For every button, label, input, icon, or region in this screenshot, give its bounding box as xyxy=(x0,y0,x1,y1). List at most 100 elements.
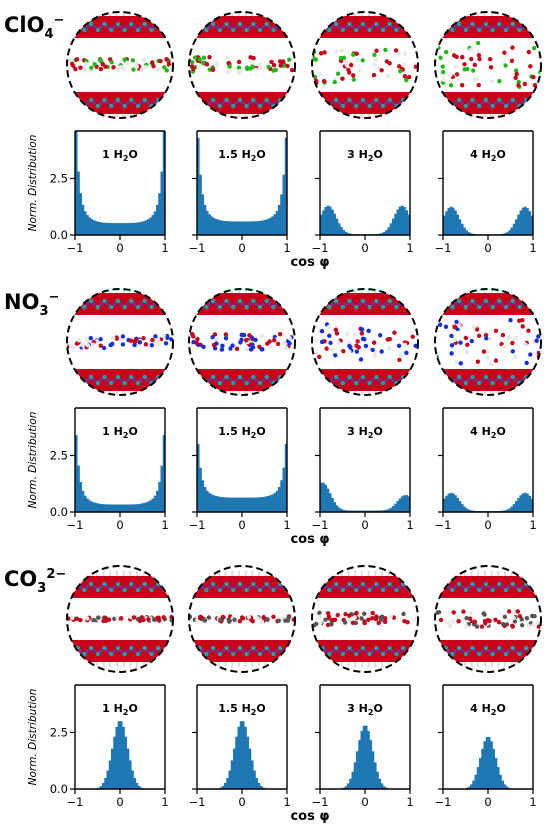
atom xyxy=(380,27,386,33)
atom xyxy=(443,97,449,103)
histogram-bar xyxy=(356,510,359,512)
atom xyxy=(207,378,212,382)
atom xyxy=(108,304,114,310)
molecule xyxy=(362,337,367,342)
atom xyxy=(320,298,326,304)
histogram-bar xyxy=(447,493,451,512)
atom xyxy=(254,585,259,589)
hydroxyl xyxy=(69,391,71,395)
atom xyxy=(210,21,216,27)
atom xyxy=(105,101,110,105)
atom xyxy=(367,27,372,33)
histogram-bar xyxy=(81,490,85,512)
histogram-bar xyxy=(135,222,139,235)
atom xyxy=(353,304,359,310)
atom xyxy=(313,103,319,109)
atom xyxy=(115,21,121,27)
histogram-bar xyxy=(244,726,247,789)
histogram-bar xyxy=(142,221,146,235)
molecule xyxy=(195,336,200,342)
hydroxyl xyxy=(537,289,540,293)
histogram-bar xyxy=(488,737,491,789)
histogram-bar xyxy=(246,736,250,789)
molecule xyxy=(472,619,478,625)
molecule xyxy=(137,618,143,624)
hydroxyl xyxy=(314,12,316,16)
atom xyxy=(224,97,229,103)
molecule xyxy=(464,624,469,629)
panel-label-main: 1 H xyxy=(102,702,123,715)
molecule xyxy=(168,65,173,70)
molecule xyxy=(238,68,243,74)
atom xyxy=(414,374,418,380)
histogram-bar xyxy=(356,751,359,789)
atom xyxy=(254,25,259,29)
atom xyxy=(210,645,216,651)
atom xyxy=(190,304,196,310)
atom xyxy=(227,25,232,29)
histogram-bar xyxy=(503,784,507,789)
atom xyxy=(291,374,295,380)
histogram-bar xyxy=(122,504,125,512)
y-axis-label: Norm. Distribution xyxy=(27,412,39,509)
hydroxyl xyxy=(162,114,165,118)
molecule xyxy=(459,82,465,88)
atom xyxy=(404,25,408,29)
hydroxyl xyxy=(264,391,267,395)
molecule xyxy=(503,63,508,68)
molecule xyxy=(162,65,167,70)
panel-label-main: 3 H xyxy=(347,148,368,161)
atom xyxy=(347,21,352,27)
histogram-bar xyxy=(212,495,216,512)
atom xyxy=(453,101,458,105)
atom xyxy=(490,103,495,109)
atom xyxy=(162,651,168,657)
molecule xyxy=(338,55,344,61)
histogram-bar xyxy=(115,726,119,789)
histogram-bar xyxy=(129,223,132,235)
histogram-bar xyxy=(215,496,218,512)
hydroxyl xyxy=(271,114,274,118)
hydroxyl xyxy=(291,391,294,395)
molecule xyxy=(402,51,408,56)
atom xyxy=(537,97,541,103)
atom xyxy=(440,25,444,29)
atom xyxy=(99,585,103,589)
atom xyxy=(374,581,379,587)
atom xyxy=(530,651,536,657)
atom xyxy=(507,378,511,382)
atom xyxy=(483,298,489,304)
atom xyxy=(500,378,505,382)
histogram-bar xyxy=(383,786,386,789)
molecule xyxy=(404,77,409,83)
histogram-bar xyxy=(322,482,325,512)
atom xyxy=(115,97,121,103)
atom xyxy=(453,649,458,653)
molecule xyxy=(450,619,455,624)
atom xyxy=(72,585,76,589)
histogram-bar xyxy=(340,227,343,235)
atom xyxy=(244,380,249,386)
molecule xyxy=(328,340,333,346)
atom xyxy=(347,581,352,587)
atom xyxy=(333,21,339,27)
histogram-bar xyxy=(111,223,114,235)
atom xyxy=(115,645,121,651)
hydroxyl xyxy=(191,571,193,576)
hydroxyl xyxy=(457,571,460,576)
atom xyxy=(257,304,263,310)
hydroxyl xyxy=(477,391,480,395)
molecule xyxy=(451,610,456,615)
atom xyxy=(102,298,107,304)
histogram-bar xyxy=(485,737,489,789)
molecule xyxy=(335,612,340,618)
atom xyxy=(436,103,442,109)
molecule xyxy=(438,55,443,60)
hydroxyl xyxy=(162,391,165,395)
atom xyxy=(513,302,518,306)
panel-label: 1 H2O xyxy=(102,148,138,163)
atom xyxy=(333,374,339,380)
histogram-bar xyxy=(461,504,464,512)
hydroxyl xyxy=(320,114,323,118)
histogram-bar xyxy=(253,770,256,789)
